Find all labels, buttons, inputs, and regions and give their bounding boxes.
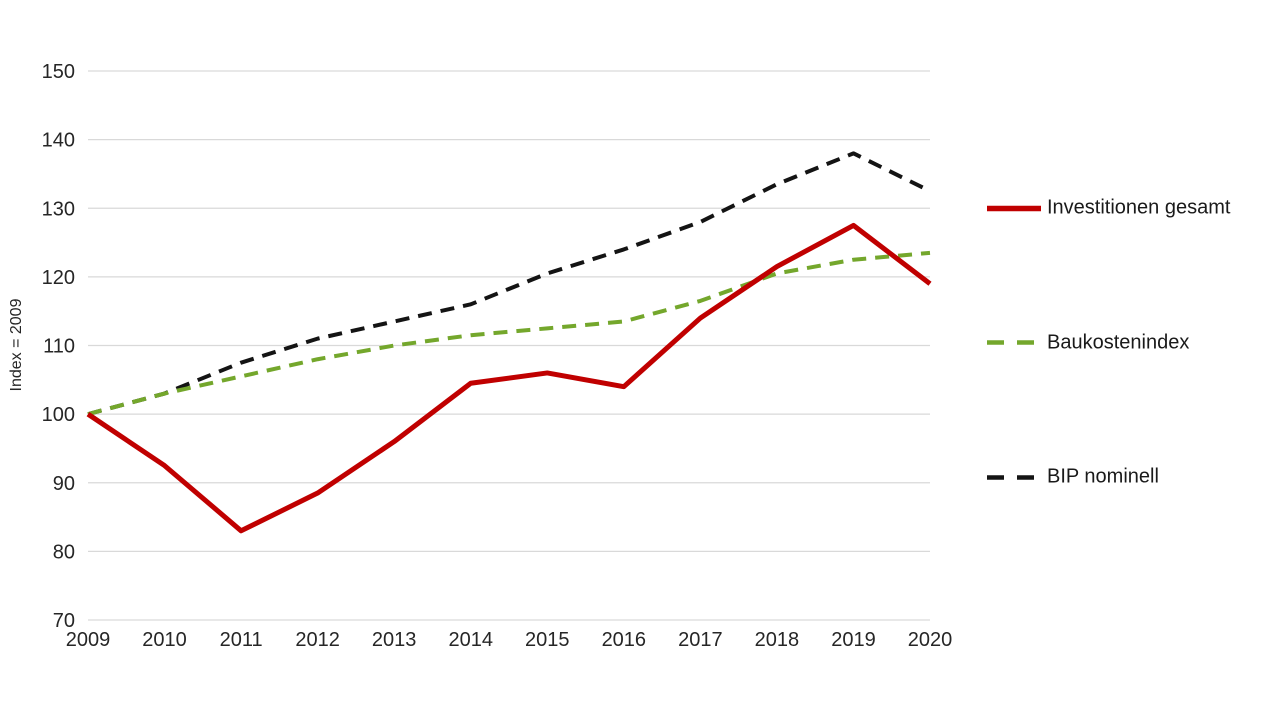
legend-label: Investitionen gesamt [1047,196,1231,219]
y-axis-tick-labels: 70 80 90 100 110 120 130 140 150 [42,61,75,632]
x-tick-label: 2016 [602,629,647,651]
series-line-baukostenindex [87,250,931,417]
x-tick-label: 2019 [831,629,876,651]
gridlines [88,70,930,621]
x-tick-label: 2013 [372,629,417,651]
legend-swatch-solid-line [987,205,1041,211]
y-tick-label: 110 [43,336,75,358]
y-tick-label: 130 [42,198,75,220]
legend-swatch-dashed-line [987,474,1041,480]
x-tick-label: 2014 [448,629,493,651]
legend-swatch-dashed-line [987,340,1041,345]
x-tick-label: 2017 [678,629,723,651]
x-tick-label: 2020 [908,629,953,651]
legend-label: Baukostenindex [1047,331,1190,353]
y-tick-label: 80 [53,541,75,563]
y-axis-title: Index = 2009 [8,298,25,391]
x-tick-label: 2018 [755,629,800,651]
y-tick-label: 150 [42,61,75,83]
legend-item-investitionen-gesamt: Investitionen gesamt [986,197,1230,220]
y-tick-label: 120 [42,267,75,289]
x-tick-label: 2015 [525,629,570,651]
y-tick-label: 100 [42,404,75,426]
series-lines [86,151,932,534]
x-tick-label: 2009 [66,629,111,651]
y-tick-label: 90 [53,473,75,495]
x-tick-label: 2011 [220,629,263,651]
series-line-bip-nominell [87,151,931,417]
x-tick-label: 2012 [295,629,340,651]
legend-item-baukostenindex: Baukostenindex [986,331,1189,354]
legend: Investitionen gesamt Baukostenindex BIP no… [986,0,1276,720]
x-tick-label: 2010 [142,629,187,651]
y-tick-label: 70 [53,610,75,632]
y-tick-label: 140 [42,130,75,152]
legend-item-bip-nominell: BIP nominell [986,466,1159,489]
legend-label: BIP nominell [1047,465,1159,488]
series-line-investitionen-gesamt [86,222,932,534]
x-axis-tick-labels: 2009 2010 2011 2012 2013 2014 2015 2016 2017 2018… [66,629,953,651]
